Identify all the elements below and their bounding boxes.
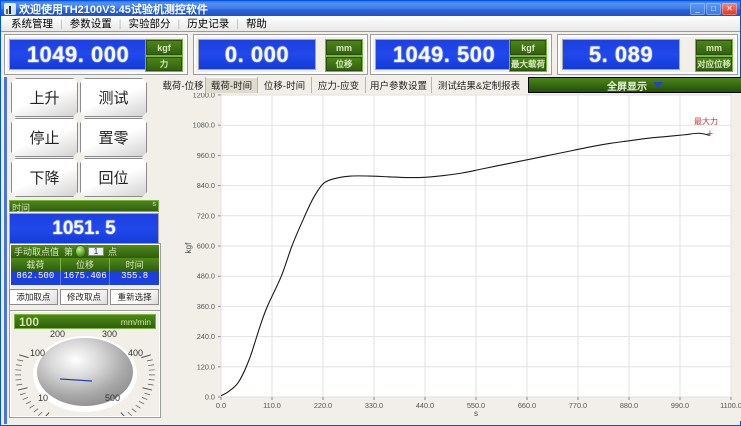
- svg-text:1200.0: 1200.0: [193, 93, 215, 100]
- svg-text:120.0: 120.0: [197, 362, 215, 371]
- svg-text:0.0: 0.0: [216, 401, 226, 410]
- svg-text:840.0: 840.0: [197, 181, 215, 190]
- svg-text:s: s: [474, 409, 478, 418]
- svg-text:220.0: 220.0: [314, 401, 332, 410]
- svg-text:110.0: 110.0: [263, 401, 281, 410]
- svg-text:360.0: 360.0: [197, 302, 215, 311]
- svg-text:880.0: 880.0: [620, 401, 638, 410]
- svg-text:960.0: 960.0: [197, 151, 215, 160]
- svg-text:660.0: 660.0: [518, 401, 536, 410]
- svg-text:1100.0: 1100.0: [720, 401, 741, 410]
- svg-text:720.0: 720.0: [197, 211, 215, 220]
- svg-text:440.0: 440.0: [416, 401, 434, 410]
- svg-text:330.0: 330.0: [365, 401, 383, 410]
- svg-text:480.0: 480.0: [197, 272, 215, 281]
- svg-text:最大力: 最大力: [694, 116, 718, 126]
- svg-text:0.0: 0.0: [205, 393, 215, 402]
- svg-text:kgf: kgf: [184, 242, 193, 253]
- svg-text:1080.0: 1080.0: [193, 121, 215, 130]
- svg-text:770.0: 770.0: [569, 401, 587, 410]
- svg-text:+: +: [707, 128, 713, 140]
- svg-text:600.0: 600.0: [197, 242, 215, 251]
- svg-text:990.0: 990.0: [671, 401, 689, 410]
- svg-text:240.0: 240.0: [197, 332, 215, 341]
